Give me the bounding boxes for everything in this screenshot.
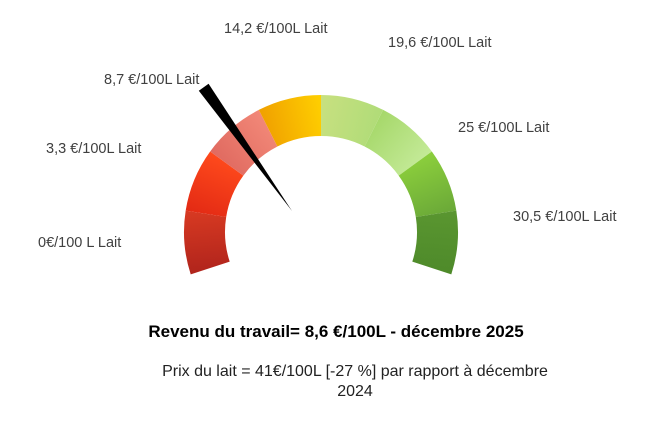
tick-label-2: 8,7 €/100L Lait [104, 72, 199, 88]
gauge-band-7 [412, 210, 458, 275]
tick-label-1: 3,3 €/100L Lait [46, 141, 141, 157]
gauge-bands [184, 95, 458, 275]
gauge-band-0 [184, 210, 230, 275]
gauge-band-4 [321, 95, 384, 147]
tick-label-4: 19,6 €/100L Lait [388, 35, 491, 51]
gauge-title: Revenu du travail= 8,6 €/100L - décembre… [148, 322, 524, 341]
gauge-band-5 [364, 109, 432, 176]
tick-label-6: 30,5 €/100L Lait [513, 209, 616, 225]
tick-label-0: 0€/100 L Lait [38, 235, 121, 251]
gauge-needle [198, 83, 292, 211]
gauge-subtitle: Prix du lait = 41€/100L [-27 %] par rapp… [162, 363, 548, 400]
tick-labels: 0€/100 L Lait 3,3 €/100L Lait 8,7 €/100L… [38, 21, 616, 251]
tick-label-5: 25 €/100L Lait [458, 120, 549, 136]
gauge-band-3 [258, 95, 321, 147]
gauge-band-1 [185, 151, 244, 217]
gauge-band-6 [398, 151, 457, 217]
tick-label-3: 14,2 €/100L Lait [224, 21, 327, 37]
